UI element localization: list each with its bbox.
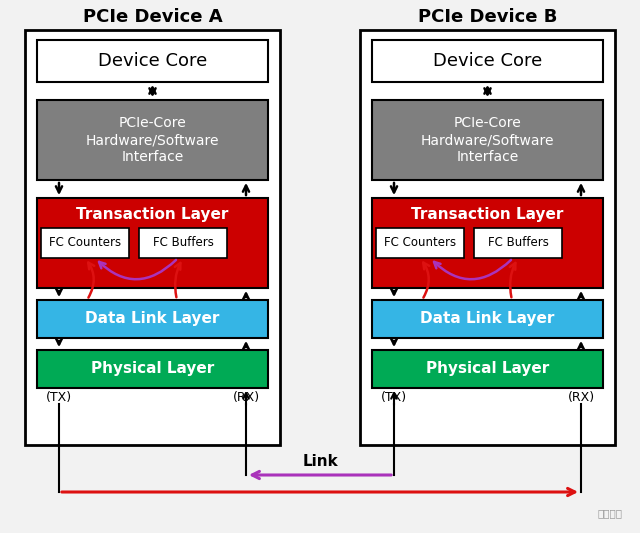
Text: PCIe-Core
Hardware/Software
Interface: PCIe-Core Hardware/Software Interface [420,116,554,164]
Bar [37,300,268,338]
Text: PCIe-Core
Hardware/Software
Interface: PCIe-Core Hardware/Software Interface [86,116,220,164]
Bar [372,100,603,180]
Text: Device Core: Device Core [433,52,542,70]
Text: FC Counters: FC Counters [384,237,456,249]
Bar [41,228,129,258]
Bar [37,198,268,288]
Text: (RX): (RX) [232,392,260,405]
Text: PCIe Device A: PCIe Device A [83,8,222,26]
Text: (TX): (TX) [381,392,407,405]
Text: Transaction Layer: Transaction Layer [76,206,228,222]
Text: FC Buffers: FC Buffers [488,237,548,249]
Text: (RX): (RX) [568,392,595,405]
Text: Physical Layer: Physical Layer [426,361,549,376]
Text: (TX): (TX) [46,392,72,405]
Bar [37,40,268,82]
Text: PCIe Device B: PCIe Device B [418,8,557,26]
Text: Physical Layer: Physical Layer [91,361,214,376]
Text: Device Core: Device Core [98,52,207,70]
Bar [372,40,603,82]
Bar [139,228,227,258]
Bar [474,228,562,258]
Bar [25,30,280,445]
Text: Data Link Layer: Data Link Layer [85,311,220,327]
Bar [37,350,268,388]
Bar [372,198,603,288]
Text: Link: Link [302,455,338,470]
Text: 存储随笔: 存储随笔 [597,508,622,518]
Bar [372,350,603,388]
Text: Data Link Layer: Data Link Layer [420,311,555,327]
Bar [376,228,464,258]
Bar [37,100,268,180]
Text: FC Buffers: FC Buffers [152,237,213,249]
Text: Transaction Layer: Transaction Layer [412,206,564,222]
Text: FC Counters: FC Counters [49,237,121,249]
Bar [360,30,615,445]
Bar [372,300,603,338]
